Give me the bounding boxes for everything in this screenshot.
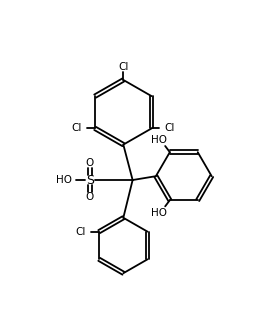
Text: O: O	[86, 158, 94, 168]
Text: HO: HO	[150, 208, 166, 217]
Text: Cl: Cl	[71, 124, 81, 133]
Text: HO: HO	[150, 135, 166, 145]
Text: HO: HO	[55, 175, 71, 185]
Text: Cl: Cl	[75, 227, 85, 237]
Text: Cl: Cl	[164, 124, 174, 133]
Text: Cl: Cl	[118, 62, 128, 72]
Text: O: O	[86, 192, 94, 202]
Text: S: S	[86, 173, 94, 186]
